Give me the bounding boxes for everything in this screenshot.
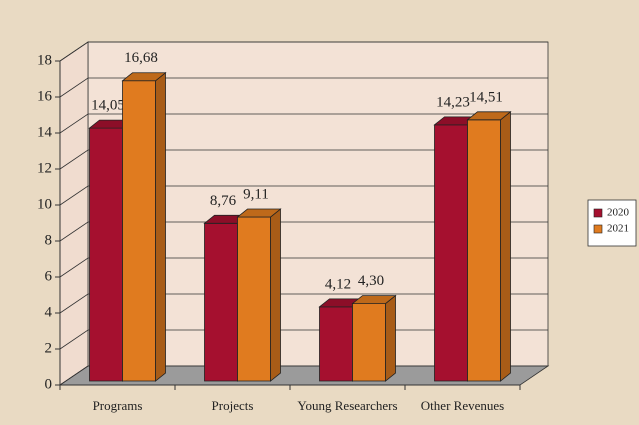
bar-front: [204, 222, 238, 382]
bar-front: [89, 127, 123, 382]
legend-swatch: [593, 224, 603, 234]
grid-line: [59, 149, 548, 170]
bar-front: [237, 216, 271, 382]
bar: [236, 208, 282, 382]
grid-line: [59, 41, 548, 62]
x-tick-label: Other Revenues: [421, 398, 504, 413]
data-label: 4,12: [325, 276, 351, 292]
data-label: 14,05: [91, 98, 125, 114]
data-label: 14,23: [436, 94, 470, 110]
bar-top: [466, 111, 512, 121]
y-tick-label: 8: [45, 232, 53, 248]
y-tick-label: 4: [45, 304, 53, 320]
bar: [351, 294, 397, 382]
legend-label: 2020: [607, 207, 630, 219]
bar-side: [270, 208, 281, 382]
grid-line: [59, 257, 548, 278]
bar-side: [500, 110, 511, 382]
data-label: 16,68: [124, 50, 158, 66]
y-tick-label: 18: [37, 52, 52, 68]
legend-swatch: [593, 208, 603, 218]
data-label: 8,76: [210, 193, 237, 209]
legend-label: 2021: [607, 223, 629, 235]
y-tick-label: 12: [37, 160, 52, 176]
x-tick-label: Programs: [93, 398, 143, 413]
bar: [121, 71, 167, 382]
y-tick-label: 6: [45, 268, 53, 284]
data-label: 4,30: [358, 273, 384, 289]
y-tick-label: 0: [45, 376, 53, 392]
bar-top: [236, 208, 282, 218]
side-wall: [59, 41, 89, 386]
bar-side: [155, 71, 166, 382]
grid-line: [59, 185, 548, 206]
grid-line: [59, 221, 548, 242]
grid-line: [59, 293, 548, 314]
bar-front: [434, 124, 468, 382]
x-tick-label: Young Researchers: [297, 398, 397, 413]
legend-box: [587, 199, 637, 247]
bar-top: [121, 72, 167, 82]
y-tick-label: 2: [45, 340, 53, 356]
y-tick-label: 14: [37, 124, 53, 140]
data-label: 9,11: [243, 186, 269, 202]
y-tick-label: 10: [37, 196, 52, 212]
bar: [466, 110, 512, 382]
bar-front: [319, 306, 353, 382]
bar-side: [385, 294, 396, 382]
bar-front: [122, 80, 156, 382]
grid-line: [59, 113, 548, 134]
bar-front: [467, 119, 501, 382]
y-tick-label: 16: [37, 88, 53, 104]
x-tick-label: Projects: [212, 398, 254, 413]
bar-top: [351, 295, 397, 305]
data-label: 14,51: [469, 89, 503, 105]
grid-line: [59, 77, 548, 98]
bar-front: [352, 303, 386, 382]
